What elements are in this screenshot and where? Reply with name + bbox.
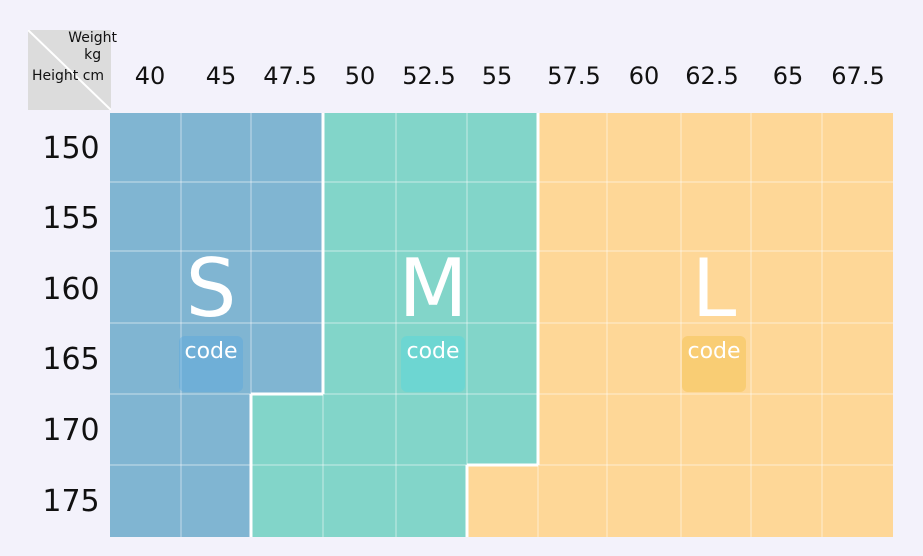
size-cell-m bbox=[323, 182, 396, 251]
size-cell-s bbox=[181, 465, 251, 537]
code-label: code bbox=[687, 339, 740, 364]
size-cell-s bbox=[110, 113, 181, 182]
size-cell-l bbox=[751, 465, 822, 537]
size-cell-s bbox=[110, 394, 181, 465]
height-tick-label: 165 bbox=[42, 342, 99, 377]
size-cell-m bbox=[323, 323, 396, 394]
size-cell-l bbox=[822, 251, 893, 323]
size-letter-l: L bbox=[692, 242, 737, 335]
size-cell-l bbox=[607, 465, 681, 537]
weight-tick-label: 55 bbox=[482, 62, 513, 90]
size-cell-l bbox=[538, 251, 607, 323]
size-cell-l bbox=[751, 323, 822, 394]
size-cell-l bbox=[822, 323, 893, 394]
size-cell-l bbox=[538, 182, 607, 251]
size-cell-s bbox=[251, 113, 323, 182]
size-cell-l bbox=[681, 113, 751, 182]
size-cell-l bbox=[538, 394, 607, 465]
size-letter-m: M bbox=[398, 242, 467, 335]
weight-tick-label: 47.5 bbox=[263, 62, 316, 90]
size-cell-m bbox=[396, 323, 467, 394]
height-tick-label: 170 bbox=[42, 413, 99, 448]
size-cell-m bbox=[251, 465, 323, 537]
size-cell-m bbox=[323, 394, 396, 465]
weight-unit: kg bbox=[84, 47, 102, 63]
size-cell-l bbox=[538, 113, 607, 182]
size-cell-l bbox=[822, 182, 893, 251]
size-cell-s bbox=[181, 113, 251, 182]
height-tick-label: 150 bbox=[42, 131, 99, 166]
size-cell-m bbox=[396, 182, 467, 251]
corner-header-cell: Weight kg Height cm bbox=[28, 30, 117, 110]
size-cell-l bbox=[681, 465, 751, 537]
size-cell-l bbox=[607, 251, 681, 323]
qr-code-placeholder bbox=[401, 336, 465, 392]
weight-header: Weight kg bbox=[68, 30, 117, 64]
code-label: code bbox=[184, 339, 237, 364]
size-cell-l bbox=[607, 323, 681, 394]
height-tick-label: 175 bbox=[42, 484, 99, 519]
size-cell-m bbox=[467, 323, 538, 394]
size-cell-l bbox=[538, 465, 607, 537]
size-cell-l bbox=[822, 113, 893, 182]
qr-code-placeholder bbox=[682, 336, 746, 392]
size-cell-l bbox=[751, 113, 822, 182]
size-cell-l bbox=[822, 465, 893, 537]
size-cell-m bbox=[396, 465, 467, 537]
weight-tick-label: 57.5 bbox=[547, 62, 600, 90]
code-label: code bbox=[406, 339, 459, 364]
size-cell-m bbox=[396, 251, 467, 323]
size-cell-s bbox=[251, 323, 323, 394]
size-cell-l bbox=[751, 251, 822, 323]
size-cell-l bbox=[607, 182, 681, 251]
height-label: Height cm bbox=[32, 68, 105, 84]
size-cell-l bbox=[681, 323, 751, 394]
size-cell-s bbox=[181, 182, 251, 251]
size-cell-l bbox=[822, 394, 893, 465]
size-cell-s bbox=[251, 182, 323, 251]
size-cell-m bbox=[323, 251, 396, 323]
size-cell-s bbox=[110, 182, 181, 251]
size-cell-s bbox=[181, 251, 251, 323]
weight-tick-label: 60 bbox=[629, 62, 660, 90]
weight-tick-label: 45 bbox=[206, 62, 237, 90]
size-cell-l bbox=[751, 394, 822, 465]
size-cell-s bbox=[181, 323, 251, 394]
size-cell-s bbox=[251, 251, 323, 323]
size-cell-s bbox=[110, 323, 181, 394]
size-cell-l bbox=[681, 251, 751, 323]
size-cell-l bbox=[467, 465, 538, 537]
weight-tick-label: 65 bbox=[773, 62, 804, 90]
size-cell-m bbox=[396, 113, 467, 182]
size-cell-m bbox=[467, 394, 538, 465]
qr-code-placeholder bbox=[179, 336, 243, 392]
weight-tick-label: 52.5 bbox=[402, 62, 455, 90]
size-cell-l bbox=[538, 323, 607, 394]
diagonal-divider bbox=[28, 30, 111, 110]
size-cell-m bbox=[323, 113, 396, 182]
size-cell-s bbox=[110, 465, 181, 537]
size-cell-l bbox=[607, 394, 681, 465]
size-cell-m bbox=[323, 465, 396, 537]
weight-tick-label: 67.5 bbox=[831, 62, 884, 90]
size-cell-l bbox=[607, 113, 681, 182]
size-cell-m bbox=[251, 394, 323, 465]
height-tick-label: 160 bbox=[42, 272, 99, 307]
height-tick-label: 155 bbox=[42, 201, 99, 236]
weight-label: Weight bbox=[68, 30, 117, 46]
size-cell-m bbox=[467, 113, 538, 182]
size-cell-m bbox=[467, 251, 538, 323]
size-letter-s: S bbox=[186, 242, 237, 335]
weight-tick-label: 40 bbox=[135, 62, 166, 90]
weight-tick-label: 50 bbox=[345, 62, 376, 90]
size-cell-s bbox=[181, 394, 251, 465]
size-cell-l bbox=[751, 182, 822, 251]
size-cell-s bbox=[110, 251, 181, 323]
size-cell-l bbox=[681, 182, 751, 251]
size-cell-l bbox=[681, 394, 751, 465]
weight-tick-label: 62.5 bbox=[685, 62, 738, 90]
size-cell-m bbox=[396, 394, 467, 465]
size-cell-m bbox=[467, 182, 538, 251]
